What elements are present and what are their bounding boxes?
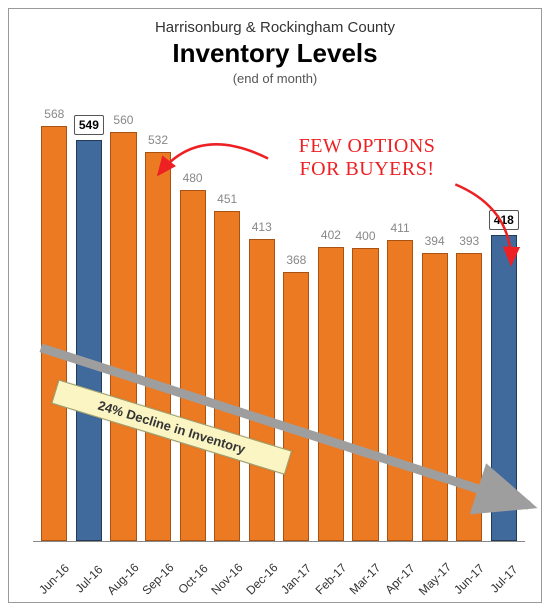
x-tick-label: Jan-17 [278, 561, 314, 597]
bar-slot: 532 [141, 105, 176, 541]
bar-value-label: 451 [217, 192, 237, 206]
x-tick-label: Jun-17 [451, 561, 487, 597]
bar-value-label: 549 [74, 115, 104, 135]
x-tick-label: Jul-17 [487, 562, 520, 595]
bar: 549 [76, 140, 102, 541]
x-tick: Mar-17 [348, 544, 383, 602]
bar-value-label: 411 [390, 221, 409, 235]
bar-value-label: 394 [425, 234, 445, 248]
x-tick: Apr-17 [383, 544, 418, 602]
bar-value-label: 560 [113, 113, 133, 127]
pretitle: Harrisonburg & Rockingham County [9, 19, 541, 36]
bar-value-label: 400 [355, 229, 375, 243]
x-tick-label: Jul-16 [72, 562, 105, 595]
x-tick-label: Oct-16 [175, 561, 210, 596]
x-tick: Dec-16 [244, 544, 279, 602]
title: Inventory Levels [9, 38, 541, 69]
bar-value-label: 402 [321, 228, 341, 242]
x-tick-label: Dec-16 [243, 560, 280, 597]
bar-slot: 418 [487, 105, 522, 541]
x-tick: Jul-16 [72, 544, 107, 602]
x-tick: Oct-16 [175, 544, 210, 602]
x-tick: Sep-16 [141, 544, 176, 602]
bar-value-label: 568 [44, 107, 64, 121]
x-tick: Jul-17 [487, 544, 522, 602]
bar-slot: 560 [106, 105, 141, 541]
annotation-line2: FOR BUYERS! [300, 158, 435, 180]
x-tick-label: Aug-16 [105, 560, 142, 597]
bar-value-label: 368 [286, 253, 306, 267]
bar: 368 [283, 272, 309, 541]
x-tick: Feb-17 [314, 544, 349, 602]
x-tick: Jun-16 [37, 544, 72, 602]
chart-header: Harrisonburg & Rockingham County Invento… [9, 9, 541, 86]
bar: 418 [491, 235, 517, 541]
bar-value-label: 480 [183, 171, 203, 185]
subtitle: (end of month) [9, 71, 541, 86]
x-tick-label: Jun-16 [36, 561, 72, 597]
x-tick-label: Sep-16 [139, 560, 176, 597]
annotation-text: FEW OPTIONS FOR BUYERS! [257, 135, 477, 181]
x-tick-label: Mar-17 [347, 561, 384, 598]
x-tick: Aug-16 [106, 544, 141, 602]
bar: 568 [41, 126, 67, 541]
x-axis-labels: Jun-16Jul-16Aug-16Sep-16Oct-16Nov-16Dec-… [33, 544, 525, 602]
bar: 560 [110, 132, 136, 541]
bar-slot: 549 [72, 105, 107, 541]
bar: 411 [387, 240, 413, 541]
x-tick: Nov-16 [210, 544, 245, 602]
bar-value-label: 532 [148, 133, 168, 147]
bar-slot: 480 [175, 105, 210, 541]
bar: 532 [145, 152, 171, 541]
bar-value-label: 393 [459, 234, 479, 248]
bar: 393 [456, 253, 482, 541]
x-tick: May-17 [417, 544, 452, 602]
x-tick-label: Nov-16 [209, 560, 246, 597]
bar: 400 [352, 248, 378, 541]
x-tick: Jun-17 [452, 544, 487, 602]
x-tick-label: Apr-17 [382, 561, 417, 596]
bar: 413 [249, 239, 275, 541]
bar: 394 [422, 253, 448, 541]
bar: 451 [214, 211, 240, 541]
bar-slot: 568 [37, 105, 72, 541]
bar-value-label: 418 [489, 210, 519, 230]
x-tick-label: Feb-17 [313, 561, 350, 598]
bar-value-label: 413 [252, 220, 272, 234]
bar: 480 [180, 190, 206, 541]
x-tick-label: May-17 [416, 560, 454, 598]
x-tick: Jan-17 [279, 544, 314, 602]
annotation-line1: FEW OPTIONS [299, 135, 436, 157]
bar: 402 [318, 247, 344, 541]
chart-frame: Harrisonburg & Rockingham County Invento… [8, 8, 542, 603]
bar-slot: 451 [210, 105, 245, 541]
